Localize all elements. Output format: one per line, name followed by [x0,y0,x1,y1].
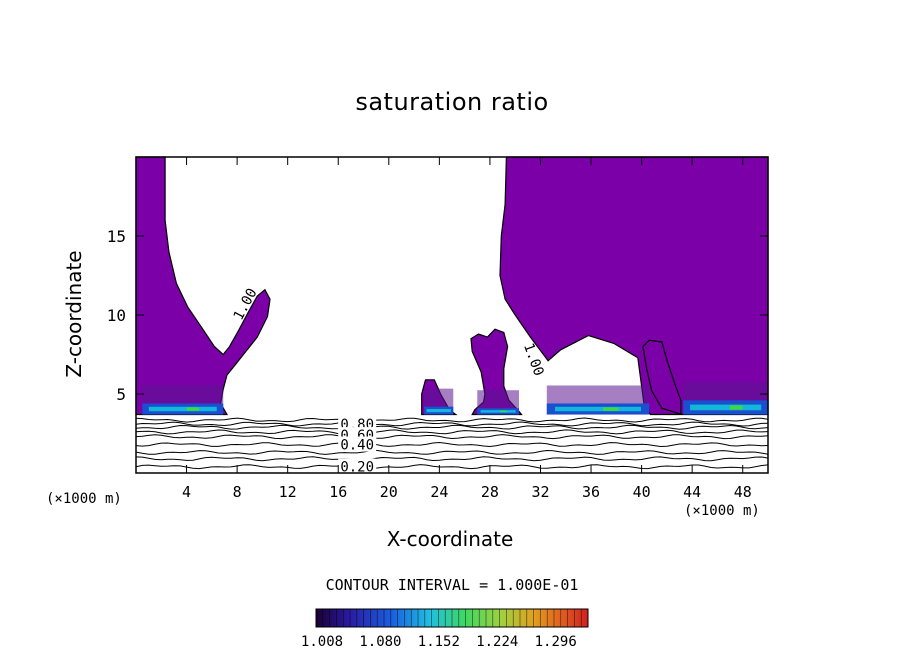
x-tick-label: 12 [279,483,297,501]
x-tick-label: 4 [182,483,191,501]
x-tick-label: 28 [481,483,499,501]
contour-line-1 [135,456,769,462]
contour-line-2 [135,449,769,455]
high-saturation-bands [142,382,768,415]
colorbar-tick-label: 1.296 [535,634,577,650]
x-tick-label: 32 [531,483,549,501]
x-tick-label: 44 [683,483,701,501]
band-cyan-4 [690,404,762,411]
contour-line-7 [135,421,769,427]
contour-line-0 [135,464,769,470]
x-ticks: 4 8 12 16 20 24 28 32 36 40 44 48 [182,157,752,501]
band-green-3 [603,407,619,411]
band-cyan-1 [426,409,451,413]
colorbar-tick-label: 1.152 [418,634,460,650]
contour-lines [135,417,769,470]
y-tick-label: 5 [116,385,126,404]
colorbar-tick-label: 1.224 [476,634,518,650]
x-tick-label: 24 [430,483,448,501]
region-left-cloud [135,156,271,416]
x-tick-label: 36 [582,483,600,501]
region-right-cloud [499,156,769,416]
contour-interval-text: CONTOUR INTERVAL = 1.000E-01 [325,576,579,594]
contour-line-3 [135,441,769,448]
contour-line-8 [135,417,769,423]
x-axis-label: X-coordinate [386,527,514,551]
contour-line-5 [135,429,769,435]
contour-label-4: 0.40 [340,438,374,454]
band-green-0 [186,407,199,411]
x-tick-label: 40 [633,483,651,501]
colorbar-tick-label: 1.008 [301,634,343,650]
x-unit-label: (×1000 m) [684,503,760,519]
contour-line-6 [135,424,769,430]
band-cyan-2 [480,410,516,413]
x-tick-label: 20 [380,483,398,501]
colorbar-segments [322,609,582,627]
colorbar-tick-labels: 1.008 1.080 1.152 1.224 1.296 [301,634,577,650]
contour-label-bg-5 [338,458,377,474]
cloud-regions [135,156,769,416]
x-tick-label: 8 [233,483,242,501]
colorbar-tick-label: 1.080 [359,634,401,650]
band-green-2 [500,410,507,413]
contour-label-5: 0.20 [340,460,374,476]
band-cyan-0 [148,406,217,412]
x-tick-label: 48 [734,483,752,501]
y-unit-label: (×1000 m) [46,491,122,507]
contour-label-bg-4 [338,436,377,452]
y-tick-label: 10 [107,306,126,325]
y-ticks: 5 10 15 [107,227,768,404]
contour-line-4 [135,434,769,440]
y-axis-label: Z-coordinate [62,250,86,378]
chart-title: saturation ratio [355,88,549,116]
band-green-4 [729,405,743,410]
y-tick-label: 15 [107,227,126,246]
x-tick-label: 16 [329,483,347,501]
band-cyan-3 [554,406,641,412]
